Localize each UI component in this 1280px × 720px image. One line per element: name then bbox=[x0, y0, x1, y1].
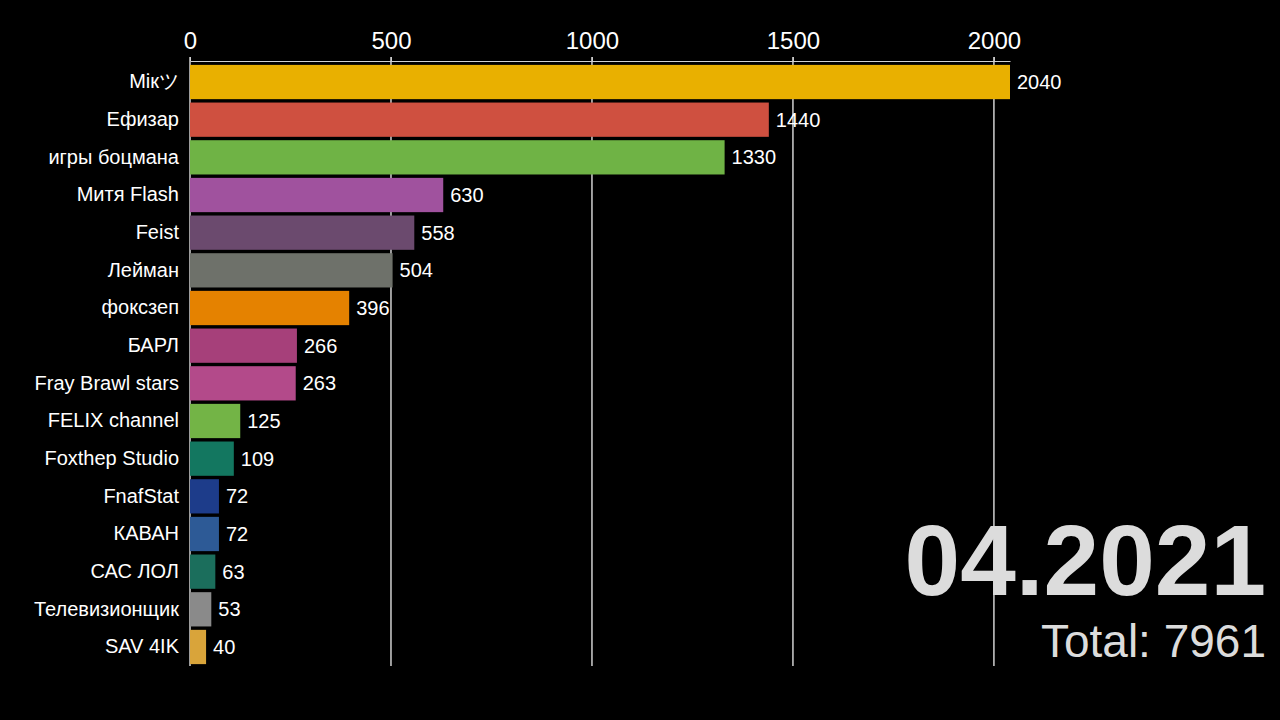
category-label: Лейман bbox=[108, 259, 179, 281]
tick-mark bbox=[793, 57, 794, 61]
bar bbox=[190, 404, 240, 438]
tick: 1500 bbox=[767, 27, 820, 61]
tick: 2000 bbox=[968, 27, 1021, 61]
category-label: Мікツ bbox=[129, 70, 179, 92]
category-label: Ефизар bbox=[107, 108, 179, 130]
tick: Feist bbox=[136, 221, 189, 243]
category-label: Митя Flash bbox=[77, 183, 179, 205]
bar bbox=[190, 178, 443, 212]
bar bbox=[190, 140, 725, 174]
tick-label: 0 bbox=[184, 27, 197, 54]
bar bbox=[190, 630, 206, 664]
tick: 0 bbox=[184, 27, 197, 61]
category-label: FnafStat bbox=[103, 485, 179, 507]
annotation: 04.2021 bbox=[905, 504, 1266, 616]
bar bbox=[190, 592, 211, 626]
data-label: 630 bbox=[450, 184, 483, 206]
data-label: 266 bbox=[304, 335, 337, 357]
y-axis: Мікツ Ефизар игры боцмана Митя Flash Feist Лей… bbox=[34, 70, 189, 657]
tick: 500 bbox=[371, 27, 411, 61]
tick: SAV 4IK bbox=[105, 635, 189, 657]
category-label: FELIX channel bbox=[48, 409, 179, 431]
chart: 0 500 1000 1500 2000 Мікツ Ефизар игры боцмана Ми… bbox=[0, 0, 1280, 720]
axis-line bbox=[191, 61, 1011, 62]
data-label: 125 bbox=[247, 410, 280, 432]
tick: FnafStat bbox=[103, 485, 189, 507]
tick: Ефизар bbox=[107, 108, 189, 130]
bar bbox=[190, 517, 219, 551]
tick-mark bbox=[391, 57, 392, 61]
tick-mark bbox=[190, 57, 191, 61]
category-label: игры боцмана bbox=[48, 146, 179, 168]
bar bbox=[190, 366, 296, 400]
bar bbox=[190, 216, 414, 250]
tick: Митя Flash bbox=[77, 183, 189, 205]
category-label: фоксзеп bbox=[102, 296, 179, 318]
tick: КАВАН bbox=[114, 522, 189, 544]
data-label: 53 bbox=[218, 598, 240, 620]
tick-label: 500 bbox=[371, 27, 411, 54]
tick: 1000 bbox=[566, 27, 619, 61]
category-label: Телевизионщик bbox=[34, 598, 179, 620]
tick: игры боцмана bbox=[48, 146, 189, 168]
tick: Лейман bbox=[108, 259, 189, 281]
tick-label: 1500 bbox=[767, 27, 820, 54]
data-label: 1440 bbox=[776, 109, 821, 131]
tick-label: 2000 bbox=[968, 27, 1021, 54]
data-label: 72 bbox=[226, 523, 248, 545]
data-label: 504 bbox=[400, 259, 433, 281]
category-label: САС ЛОЛ bbox=[91, 560, 180, 582]
tick-mark bbox=[592, 57, 593, 61]
bar bbox=[190, 253, 393, 287]
data-label: 558 bbox=[421, 222, 454, 244]
tick: Foxthep Studio bbox=[44, 447, 189, 469]
bars bbox=[190, 65, 1010, 664]
data-label: 63 bbox=[222, 561, 244, 583]
tick: Fray Brawl stars bbox=[35, 372, 189, 394]
data-label: 263 bbox=[303, 372, 336, 394]
tick-label: 1000 bbox=[566, 27, 619, 54]
bar bbox=[190, 479, 219, 513]
category-label: Feist bbox=[136, 221, 180, 243]
data-label: 109 bbox=[241, 448, 274, 470]
category-label: Fray Brawl stars bbox=[35, 372, 179, 394]
grid bbox=[190, 57, 994, 666]
grid-line bbox=[792, 57, 794, 666]
bar bbox=[190, 65, 1010, 99]
data-label: 396 bbox=[356, 297, 389, 319]
data-label: 72 bbox=[226, 485, 248, 507]
category-label: КАВАН bbox=[114, 522, 179, 544]
category-label: SAV 4IK bbox=[105, 635, 180, 657]
data-label: 2040 bbox=[1017, 71, 1062, 93]
tick: САС ЛОЛ bbox=[91, 560, 190, 582]
bar bbox=[190, 291, 349, 325]
data-label: 1330 bbox=[732, 146, 777, 168]
x-axis: 0 500 1000 1500 2000 bbox=[184, 27, 1021, 61]
tick: Телевизионщик bbox=[34, 598, 189, 620]
bar bbox=[190, 442, 234, 476]
category-label: Foxthep Studio bbox=[44, 447, 179, 469]
tick: фоксзеп bbox=[102, 296, 189, 318]
data-label: 40 bbox=[213, 636, 235, 658]
tick-mark bbox=[994, 57, 995, 61]
bar bbox=[190, 329, 297, 363]
bar bbox=[190, 103, 769, 137]
category-label: БАРЛ bbox=[128, 334, 179, 356]
bar bbox=[190, 555, 215, 589]
annotation: Total: 7961 bbox=[1041, 615, 1266, 667]
tick: FELIX channel bbox=[48, 409, 189, 431]
tick: БАРЛ bbox=[128, 334, 189, 356]
tick: Мікツ bbox=[129, 70, 189, 92]
